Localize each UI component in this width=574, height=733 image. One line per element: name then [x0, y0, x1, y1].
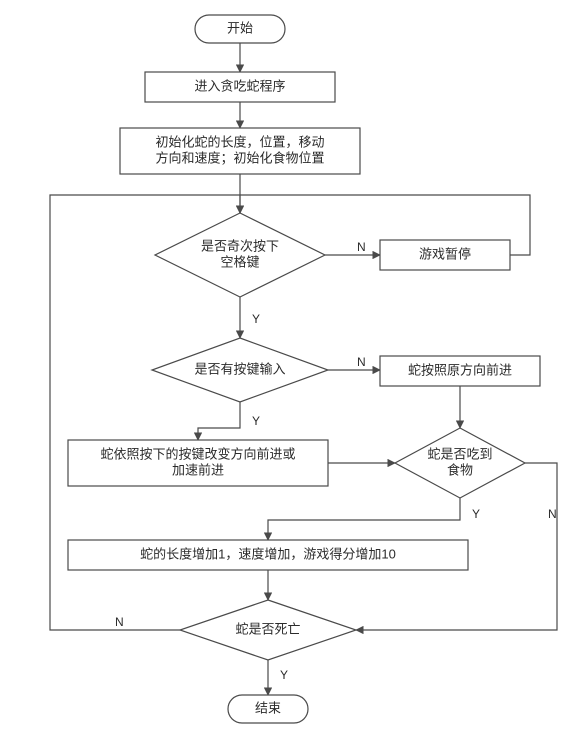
node-start: 开始 [195, 15, 285, 43]
node-enter-label-0: 进入贪吃蛇程序 [194, 78, 285, 93]
node-grow: 蛇的长度增加1，速度增加，游戏得分增加10 [68, 540, 468, 570]
node-d3-label-0: 蛇是否吃到 [427, 446, 492, 461]
edge-label-d2-chg: Y [252, 414, 260, 428]
node-grow-label-0: 蛇的长度增加1，速度增加，游戏得分增加10 [140, 546, 396, 561]
node-init-label-1: 方向和速度；初始化食物位置 [155, 150, 324, 166]
edge-label-d3-d4-loop-n: N [548, 507, 557, 521]
node-chg-label-1: 加速前进 [172, 462, 224, 477]
node-d1-label-0: 是否奇次按下 [201, 238, 279, 253]
edge-d2-chg [198, 402, 240, 440]
node-start-label-0: 开始 [227, 20, 253, 35]
edge-label-d1-pause: N [357, 240, 366, 254]
edge-label-d2-fwd: N [357, 355, 366, 369]
node-fwd-label-0: 蛇按照原方向前进 [408, 362, 512, 377]
node-enter: 进入贪吃蛇程序 [145, 72, 335, 102]
node-init: 初始化蛇的长度，位置，移动方向和速度；初始化食物位置 [120, 128, 360, 174]
edge-d3-grow [268, 498, 460, 540]
nodes: 开始进入贪吃蛇程序初始化蛇的长度，位置，移动方向和速度；初始化食物位置是否奇次按… [68, 15, 540, 723]
node-d4: 蛇是否死亡 [180, 600, 356, 660]
node-end: 结束 [228, 695, 308, 723]
snake-flowchart: N Y N Y Y N Y N 开始进入贪吃蛇程序初始化蛇的长度，位置，移动方向和速度；初始化… [0, 0, 574, 733]
node-d4-label-0: 蛇是否死亡 [235, 621, 300, 636]
node-chg-label-0: 蛇依照按下的按键改变方向前进或 [100, 446, 295, 461]
node-d2: 是否有按键输入 [152, 338, 328, 402]
node-init-label-0: 初始化蛇的长度，位置，移动 [155, 134, 324, 149]
node-d1: 是否奇次按下空格键 [155, 213, 325, 297]
node-d3: 蛇是否吃到食物 [395, 428, 525, 498]
edge-label-d3-grow: Y [472, 507, 480, 521]
node-d2-label-0: 是否有按键输入 [194, 361, 285, 376]
edge-label-d4-end: Y [280, 668, 288, 682]
edge-label-d4-d1-loop: N [115, 615, 124, 629]
node-end-label-0: 结束 [255, 700, 281, 715]
node-pause: 游戏暂停 [380, 240, 510, 270]
node-chg: 蛇依照按下的按键改变方向前进或加速前进 [68, 440, 328, 486]
node-d1-label-1: 空格键 [220, 254, 259, 269]
edge-label-d1-d2: Y [252, 312, 260, 326]
node-fwd: 蛇按照原方向前进 [380, 356, 540, 386]
node-d3-label-1: 食物 [447, 462, 473, 477]
node-pause-label-0: 游戏暂停 [419, 246, 471, 261]
